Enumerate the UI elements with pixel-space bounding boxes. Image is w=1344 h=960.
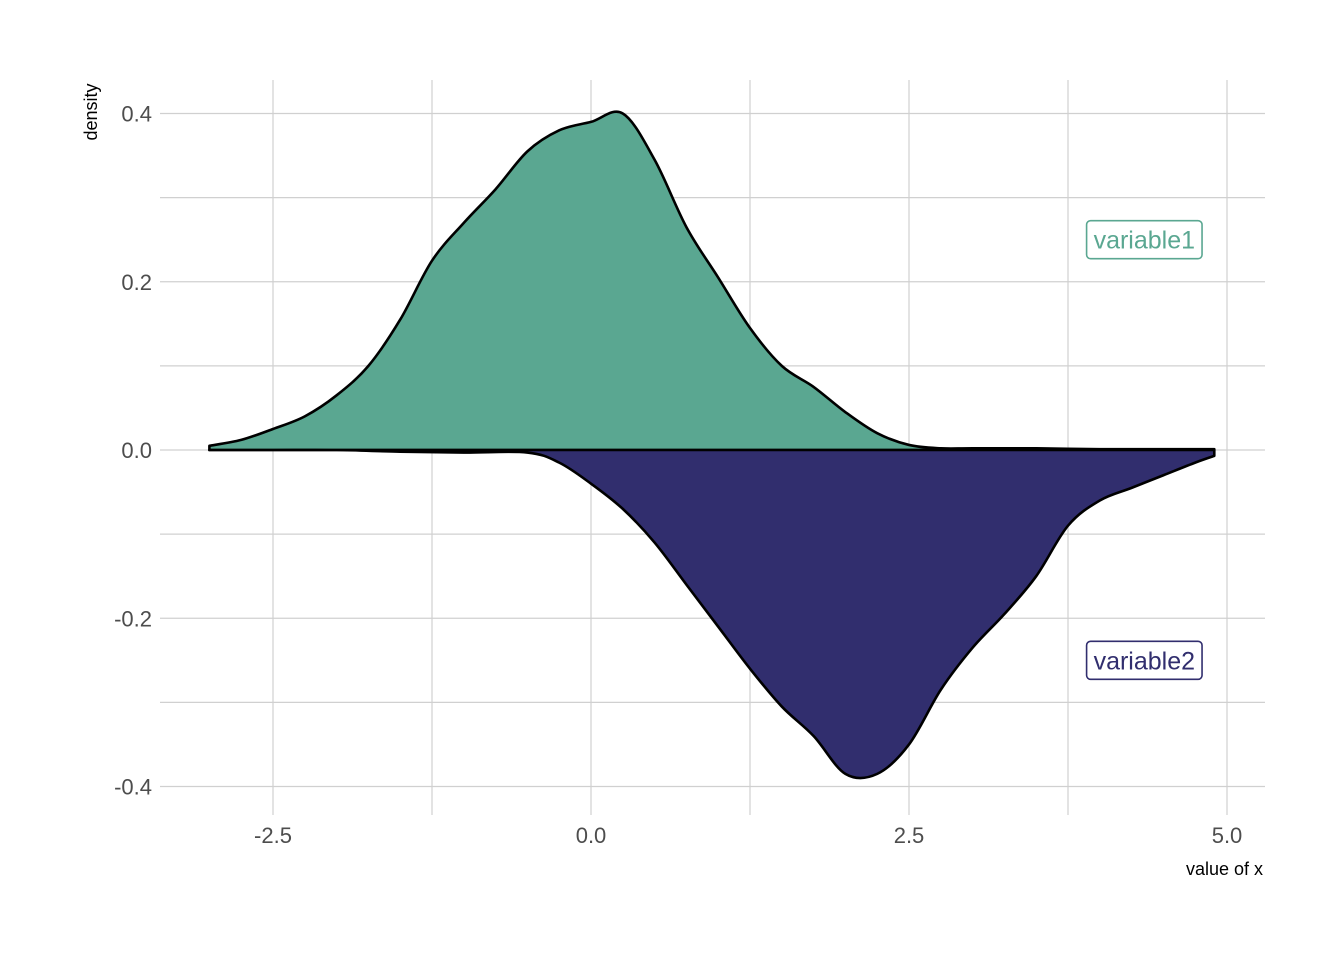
series-layer xyxy=(208,110,1216,780)
x-tick-label: -2.5 xyxy=(254,823,292,848)
y-tick-label: 0.2 xyxy=(121,270,152,295)
label-text: variable1 xyxy=(1094,227,1195,255)
label-box xyxy=(1085,219,1203,260)
label-box xyxy=(1085,640,1203,681)
x-tick-label: 2.5 xyxy=(894,823,925,848)
y-tick-label: 0.4 xyxy=(121,102,152,127)
label-variable2: variable2 xyxy=(1085,640,1203,681)
x-axis-title: value of x xyxy=(1186,859,1263,879)
x-axis-ticks: -2.5 0.0 2.5 5.0 xyxy=(254,823,1242,848)
annotation-layer: variable1 variable2 xyxy=(1085,219,1203,681)
label-text: variable2 xyxy=(1094,647,1195,675)
y-tick-label: -0.4 xyxy=(114,775,152,800)
label-variable1: variable1 xyxy=(1085,219,1203,260)
x-tick-label: 0.0 xyxy=(576,823,607,848)
y-tick-label: 0.0 xyxy=(121,438,152,463)
y-axis-title: density xyxy=(81,83,101,140)
y-tick-label: -0.2 xyxy=(114,606,152,631)
y-axis-ticks: -0.4 -0.2 0.0 0.2 0.4 xyxy=(114,102,152,800)
x-tick-label: 5.0 xyxy=(1212,823,1243,848)
area-variable2 xyxy=(208,448,1216,780)
area-variable1 xyxy=(208,110,1216,452)
